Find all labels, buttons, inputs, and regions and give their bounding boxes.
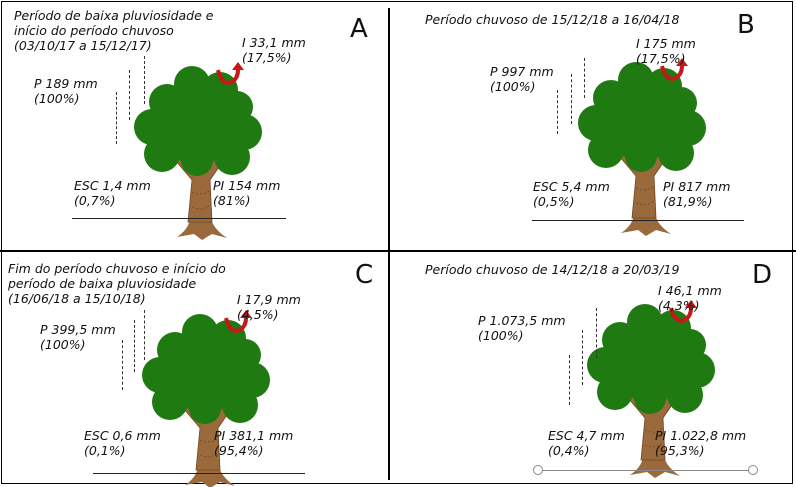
horizontal-divider (0, 250, 796, 252)
tree-icon (578, 58, 706, 236)
rain-line (582, 330, 583, 385)
runoff-label: ESC 1,4 mm (0,7%) (74, 178, 151, 208)
tree-roots (177, 212, 227, 240)
rain-line (144, 56, 145, 104)
tree-icon (134, 62, 262, 240)
rain-line (129, 70, 130, 120)
interception-label: I 33,1 mm (17,5%) (242, 35, 306, 65)
interception-label: I 46,1 mm (4,3%) (658, 283, 722, 313)
tree-roots (621, 208, 671, 236)
precipitation-label: P 399,5 mm (100%) (40, 322, 116, 352)
interception-arrow-icon (216, 62, 244, 85)
tree-crown (142, 314, 270, 424)
rain-line (569, 355, 570, 405)
line-endpoint-handle[interactable] (533, 465, 543, 475)
precipitation-label: P 189 mm (100%) (34, 76, 98, 106)
interception-arrow-icon (660, 58, 688, 81)
runoff-label: ESC 5,4 mm (0,5%) (533, 179, 610, 209)
rain-line (134, 320, 135, 372)
runoff-label: ESC 0,6 mm (0,1%) (84, 428, 161, 458)
tree-crown (587, 304, 715, 414)
panel-letter: A (350, 14, 368, 44)
interception-arrow-icon (669, 300, 697, 323)
ground-line (532, 220, 744, 221)
ground-line (540, 470, 752, 471)
throughfall-label: PI 381,1 mm (95,4%) (214, 428, 294, 458)
panel-title: Período chuvoso de 15/12/18 a 16/04/18 (425, 12, 680, 27)
line-endpoint-handle[interactable] (748, 465, 758, 475)
panel-letter: D (752, 260, 773, 290)
precipitation-label: P 1.073,5 mm (100%) (478, 313, 566, 343)
tree (575, 300, 725, 480)
vertical-divider (388, 8, 390, 480)
tree-crown (134, 66, 262, 176)
rain-line (571, 74, 572, 124)
rain-line (596, 308, 597, 358)
ground-line (93, 473, 305, 474)
tree (122, 62, 272, 242)
throughfall-label: PI 1.022,8 mm (95,3%) (655, 428, 747, 458)
tree-icon (142, 310, 270, 487)
rain-line (584, 58, 585, 98)
rain-line (122, 340, 123, 390)
panel-letter: C (355, 260, 374, 290)
tree-crown (578, 62, 706, 172)
interception-arrow-icon (224, 310, 252, 333)
interception-label: I 175 mm (17,5%) (636, 36, 696, 66)
tree (566, 58, 716, 238)
panel-title: Período de baixa pluviosidade e início d… (14, 8, 214, 53)
runoff-label: ESC 4,7 mm (0,4%) (548, 428, 625, 458)
panel-title: Fim do período chuvoso e início do perío… (8, 261, 226, 306)
panel-letter: B (737, 10, 755, 40)
throughfall-label: PI 154 mm (81%) (213, 178, 281, 208)
rain-line (144, 310, 145, 360)
ground-line (72, 218, 286, 219)
tree-icon (587, 300, 715, 478)
rain-line (557, 90, 558, 134)
interception-label: I 17,9 mm (4,5%) (237, 292, 301, 322)
rain-line (116, 92, 117, 144)
precipitation-label: P 997 mm (100%) (490, 64, 554, 94)
throughfall-label: PI 817 mm (81,9%) (663, 179, 731, 209)
tree-roots (630, 450, 680, 478)
tree (130, 310, 280, 487)
panel-title: Período chuvoso de 14/12/18 a 20/03/19 (425, 262, 680, 277)
